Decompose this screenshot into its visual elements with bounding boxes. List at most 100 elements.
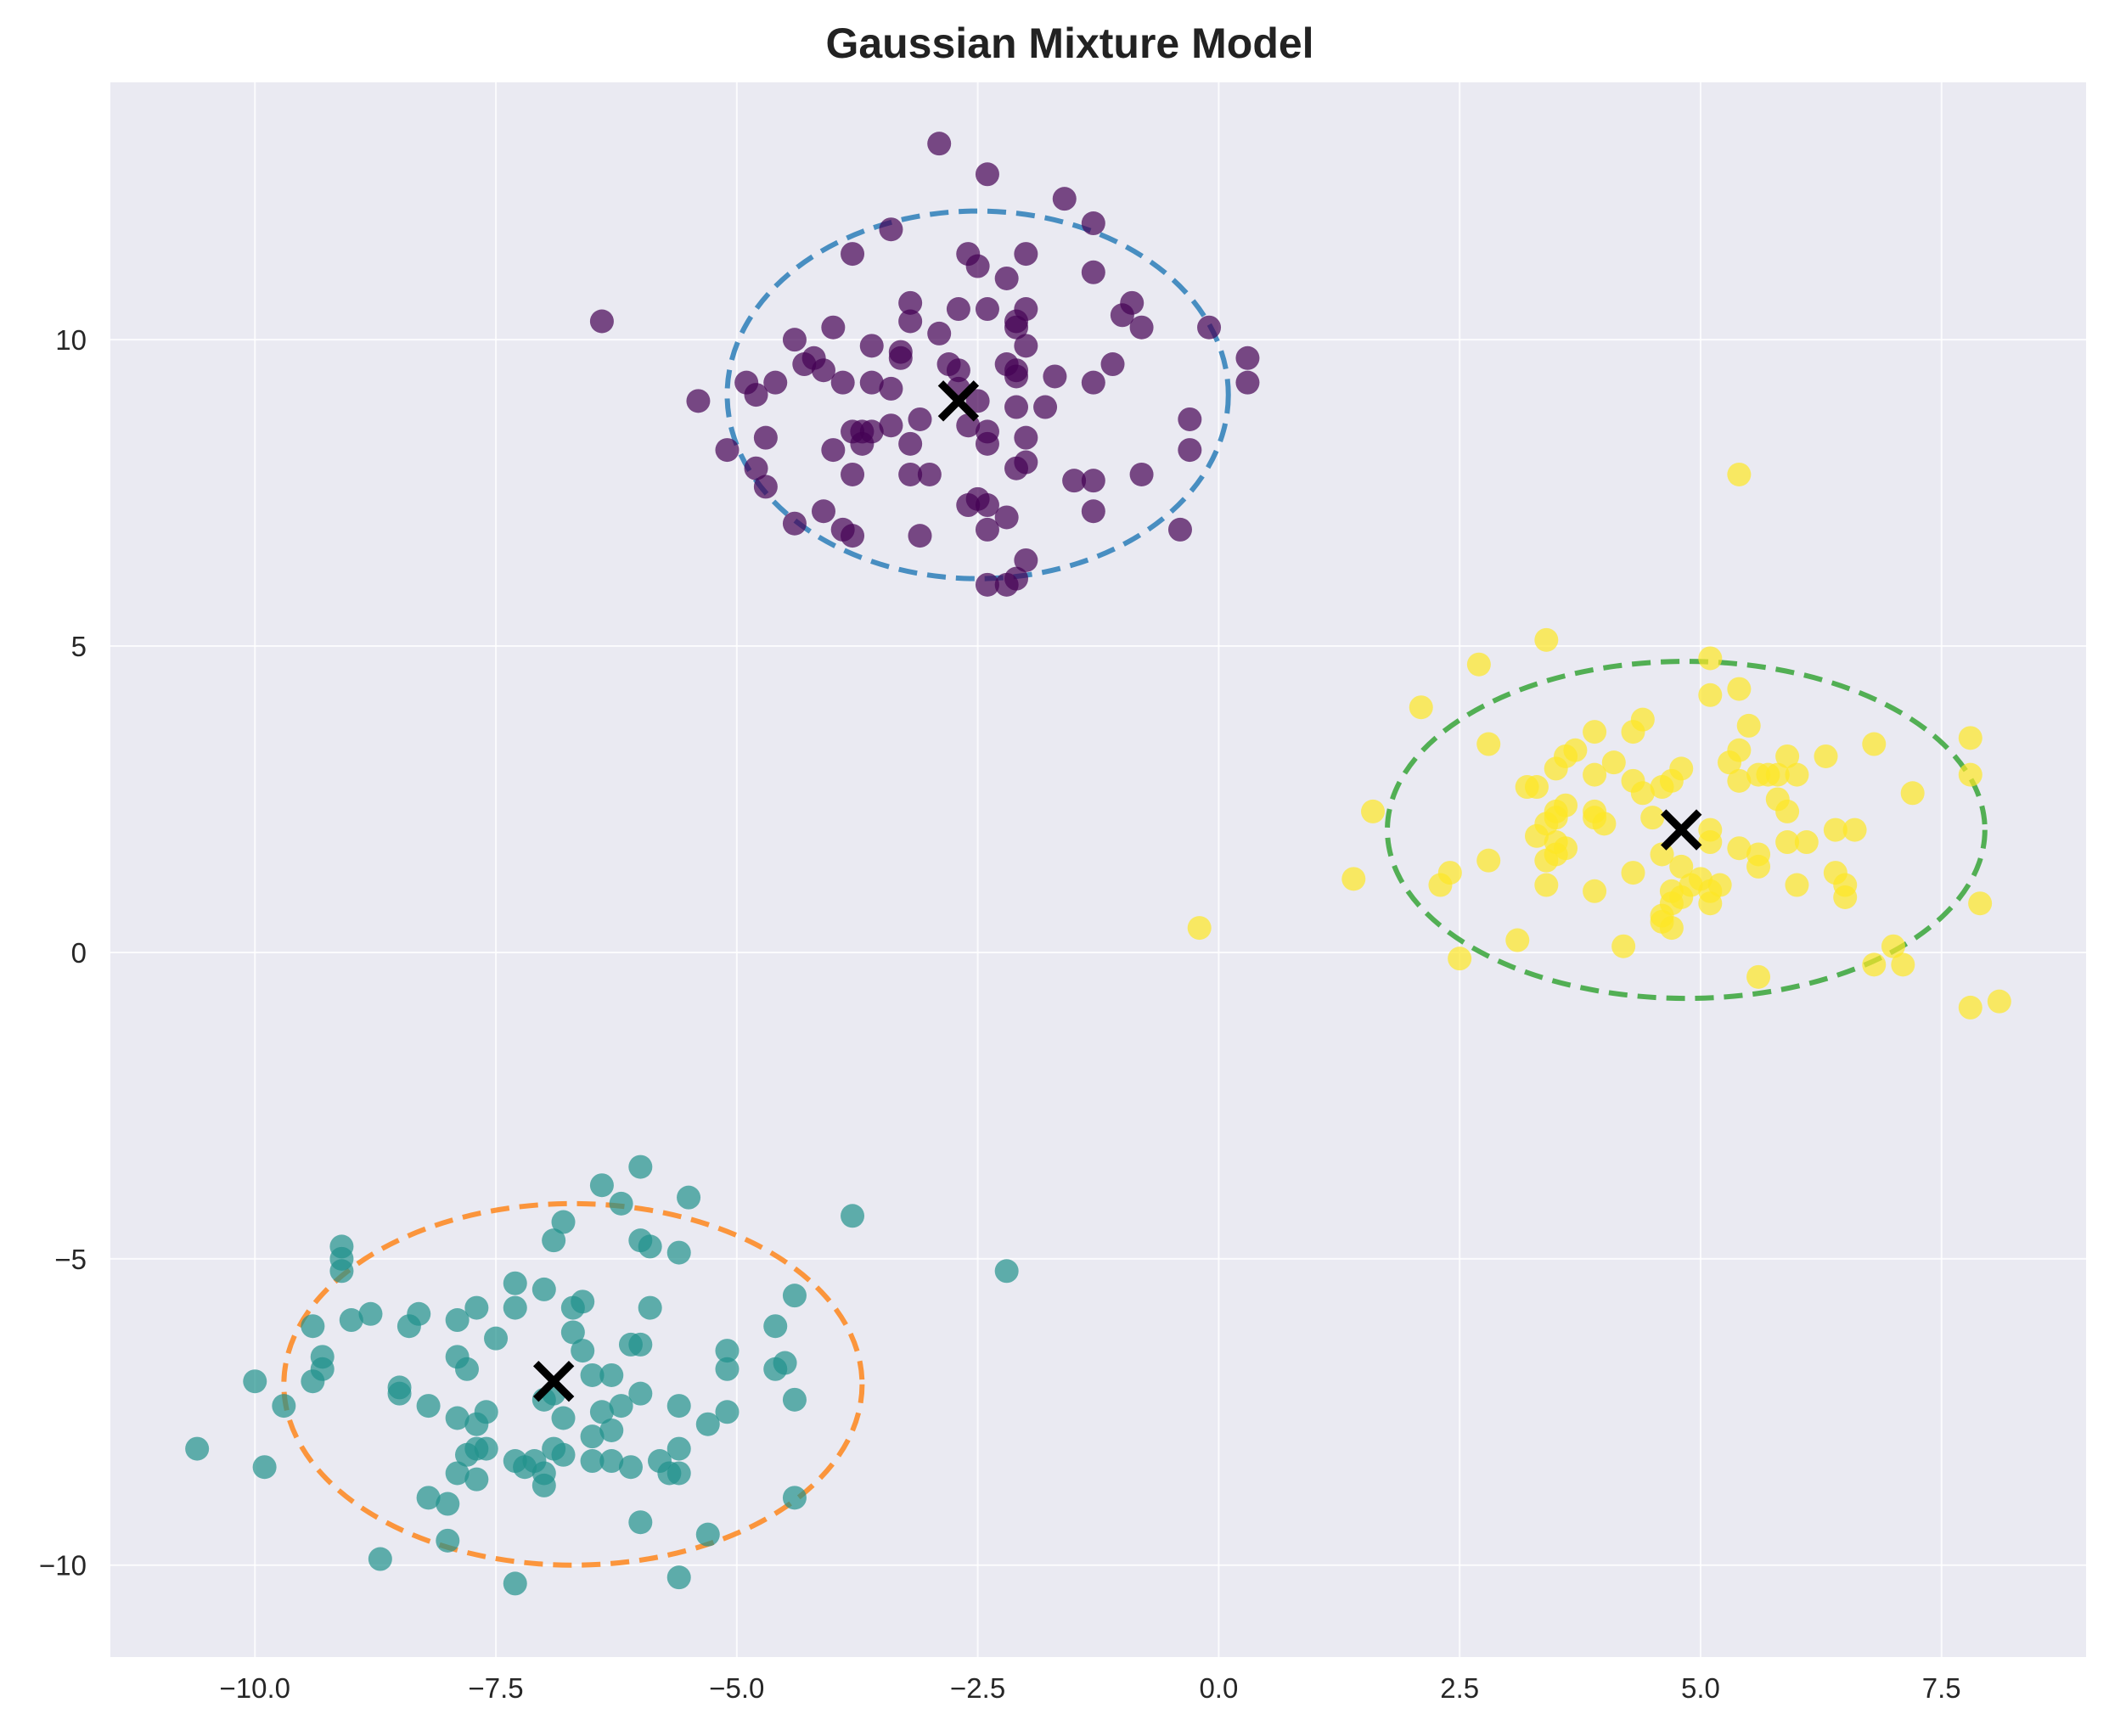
data-point xyxy=(1881,934,1905,958)
data-point xyxy=(1891,952,1915,977)
data-point xyxy=(782,1387,807,1412)
data-point xyxy=(445,1406,470,1430)
x-tick-label: −2.5 xyxy=(950,1672,1005,1704)
data-point xyxy=(1515,775,1539,800)
data-point xyxy=(763,1314,788,1339)
data-point xyxy=(1621,720,1645,744)
data-point xyxy=(908,524,932,548)
data-point xyxy=(396,1314,421,1339)
data-point xyxy=(1968,891,1993,916)
data-point xyxy=(1110,303,1134,328)
data-point xyxy=(879,413,903,438)
data-point xyxy=(1862,732,1887,756)
data-point xyxy=(841,1204,865,1228)
data-point xyxy=(1534,848,1559,873)
data-point xyxy=(965,254,990,278)
data-point xyxy=(1197,315,1222,340)
data-point xyxy=(416,1486,441,1510)
data-point xyxy=(830,370,855,395)
data-point xyxy=(1081,211,1105,236)
data-point xyxy=(436,1492,460,1516)
data-point xyxy=(1630,781,1655,806)
data-point xyxy=(1466,652,1491,677)
data-point xyxy=(589,1400,614,1424)
data-point xyxy=(436,1528,460,1553)
data-point xyxy=(666,1240,691,1265)
data-point xyxy=(695,1522,720,1547)
data-point xyxy=(301,1369,325,1394)
data-point xyxy=(695,1412,720,1436)
centroid-markers xyxy=(532,380,1702,1402)
data-point xyxy=(387,1381,412,1406)
data-point xyxy=(1448,947,1472,971)
data-point xyxy=(531,1277,556,1301)
data-point xyxy=(1583,720,1607,744)
data-point xyxy=(272,1394,296,1419)
centroid-stroke xyxy=(532,1361,575,1402)
data-point xyxy=(975,162,999,187)
data-point xyxy=(464,1467,489,1492)
data-point xyxy=(908,407,932,431)
data-point xyxy=(1958,726,1982,750)
y-tick-label: 5 xyxy=(71,631,87,662)
y-tick-label: 0 xyxy=(71,937,87,969)
data-point xyxy=(782,1486,807,1510)
data-point xyxy=(1505,928,1530,952)
data-point xyxy=(580,1424,605,1449)
data-point xyxy=(782,328,807,352)
centroid-marker xyxy=(1661,809,1702,851)
data-point xyxy=(1727,836,1752,861)
data-point xyxy=(1178,438,1202,463)
data-point xyxy=(1014,548,1038,572)
data-point xyxy=(1958,995,1982,1020)
data-point xyxy=(994,266,1019,290)
data-point xyxy=(551,1406,576,1430)
data-point xyxy=(445,1308,470,1333)
x-tick-label: 7.5 xyxy=(1922,1672,1961,1704)
data-point xyxy=(368,1547,392,1571)
data-point xyxy=(589,1173,614,1198)
data-point xyxy=(994,505,1019,530)
data-point xyxy=(782,1284,807,1308)
data-point xyxy=(1583,762,1607,787)
data-point xyxy=(1785,762,1809,787)
data-point xyxy=(503,1271,527,1295)
cluster-ellipse xyxy=(281,1200,865,1568)
data-point xyxy=(1727,677,1752,701)
data-point xyxy=(927,321,952,346)
data-point xyxy=(715,1400,740,1424)
data-point xyxy=(580,1362,605,1387)
centroid-marker xyxy=(937,380,980,422)
data-point xyxy=(1900,781,1925,806)
data-point xyxy=(1476,732,1501,756)
data-point xyxy=(1081,260,1105,284)
plot-area xyxy=(110,82,2086,1657)
centroid-stroke xyxy=(1661,809,1702,851)
data-point xyxy=(763,1357,788,1381)
data-point xyxy=(1736,713,1761,738)
data-point xyxy=(503,1571,527,1596)
data-point xyxy=(841,242,865,267)
data-point xyxy=(666,1565,691,1590)
data-point xyxy=(1081,370,1105,395)
data-point xyxy=(1794,830,1819,855)
data-point xyxy=(1842,817,1867,842)
data-point xyxy=(1052,187,1077,211)
data-point xyxy=(811,499,835,524)
data-point xyxy=(474,1436,498,1461)
data-point xyxy=(744,383,768,407)
data-point xyxy=(753,425,778,450)
data-point xyxy=(850,431,875,456)
data-point xyxy=(879,217,903,242)
data-point xyxy=(744,456,768,480)
data-point xyxy=(927,132,952,156)
data-point xyxy=(1062,469,1087,493)
data-point xyxy=(589,309,614,334)
data-point xyxy=(531,1473,556,1497)
data-point xyxy=(1014,334,1038,358)
cluster-ellipse xyxy=(724,208,1231,581)
data-point xyxy=(994,572,1019,597)
centroid-stroke xyxy=(937,380,980,422)
data-point xyxy=(1583,879,1607,903)
data-point xyxy=(879,376,903,401)
